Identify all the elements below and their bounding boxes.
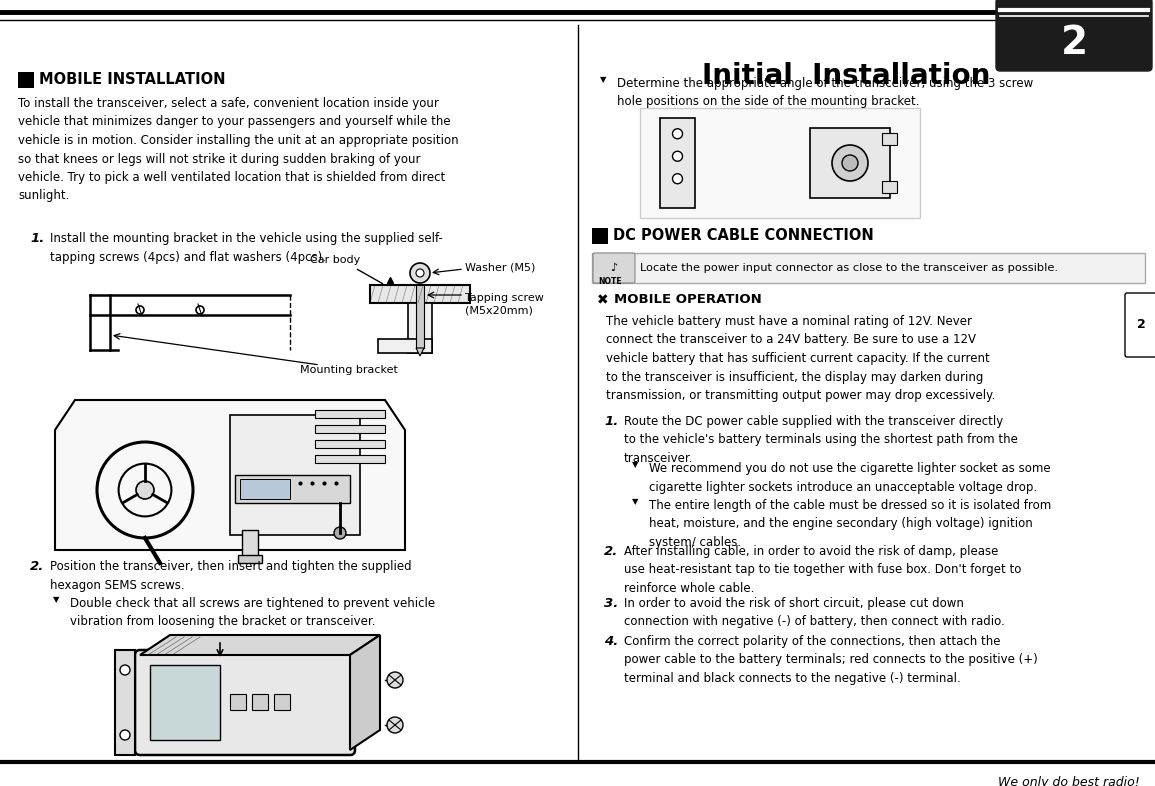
Circle shape xyxy=(334,527,346,539)
Polygon shape xyxy=(416,348,424,356)
Circle shape xyxy=(842,155,858,171)
Bar xyxy=(230,415,360,535)
Polygon shape xyxy=(55,400,405,550)
Bar xyxy=(315,425,385,433)
Text: Locate the power input connector as close to the transceiver as possible.: Locate the power input connector as clos… xyxy=(640,263,1058,273)
Text: Mounting bracket: Mounting bracket xyxy=(300,365,397,375)
Text: Install the mounting bracket in the vehicle using the supplied self-
tapping scr: Install the mounting bracket in the vehi… xyxy=(50,232,442,263)
Circle shape xyxy=(672,151,683,161)
Bar xyxy=(230,694,246,710)
Text: Determine the appropriate angle of the transceiver, using the 3 screw
hole posit: Determine the appropriate angle of the t… xyxy=(617,77,1034,108)
Circle shape xyxy=(387,672,403,688)
Text: To install the transceiver, select a safe, convenient location inside your
vehic: To install the transceiver, select a saf… xyxy=(18,97,459,203)
Circle shape xyxy=(416,269,424,277)
Text: Washer (M5): Washer (M5) xyxy=(465,262,536,272)
Circle shape xyxy=(387,717,403,733)
Text: 1.: 1. xyxy=(604,415,618,428)
Text: Initial  Installation: Initial Installation xyxy=(701,62,990,90)
Text: 2: 2 xyxy=(1060,24,1088,61)
Text: Position the transceiver, then insert and tighten the supplied
hexagon SEMS scre: Position the transceiver, then insert an… xyxy=(50,560,411,592)
Text: MOBILE OPERATION: MOBILE OPERATION xyxy=(614,293,762,306)
Text: ▼: ▼ xyxy=(599,75,606,84)
Text: 2.: 2. xyxy=(604,545,618,558)
Text: NOTE: NOTE xyxy=(598,277,621,286)
Text: Tapping screw
(M5x20mm): Tapping screw (M5x20mm) xyxy=(465,293,544,315)
Text: DC POWER CABLE CONNECTION: DC POWER CABLE CONNECTION xyxy=(613,229,873,244)
FancyBboxPatch shape xyxy=(996,0,1152,71)
Text: Route the DC power cable supplied with the transceiver directly
to the vehicle's: Route the DC power cable supplied with t… xyxy=(624,415,1018,465)
Circle shape xyxy=(832,145,869,181)
Bar xyxy=(18,72,33,88)
Text: 1.: 1. xyxy=(30,232,44,245)
Circle shape xyxy=(672,129,683,139)
Bar xyxy=(243,530,258,560)
Text: 2.: 2. xyxy=(30,560,44,573)
Bar xyxy=(408,303,432,353)
Text: We only do best radio!: We only do best radio! xyxy=(998,776,1140,786)
Bar xyxy=(252,694,268,710)
Circle shape xyxy=(136,481,154,499)
FancyBboxPatch shape xyxy=(1125,293,1155,357)
Bar xyxy=(378,339,432,353)
Bar xyxy=(315,410,385,418)
Text: ✖: ✖ xyxy=(597,293,609,307)
Bar xyxy=(240,479,290,499)
Text: After installing cable, in order to avoid the risk of damp, please
use heat-resi: After installing cable, in order to avoi… xyxy=(624,545,1021,595)
Bar xyxy=(810,128,891,198)
Text: The vehicle battery must have a nominal rating of 12V. Never
connect the transce: The vehicle battery must have a nominal … xyxy=(606,315,996,402)
Polygon shape xyxy=(140,635,380,655)
Bar xyxy=(370,285,470,303)
Circle shape xyxy=(136,306,144,314)
Bar xyxy=(315,455,385,463)
Text: The entire length of the cable must be dressed so it is isolated from
heat, mois: The entire length of the cable must be d… xyxy=(649,499,1051,549)
Text: Double check that all screws are tightened to prevent vehicle
vibration from loo: Double check that all screws are tighten… xyxy=(70,597,435,629)
Text: Confirm the correct polarity of the connections, then attach the
power cable to : Confirm the correct polarity of the conn… xyxy=(624,635,1037,685)
Text: ▼: ▼ xyxy=(53,595,60,604)
Text: ▼: ▼ xyxy=(632,460,639,469)
Circle shape xyxy=(120,730,131,740)
Bar xyxy=(274,694,290,710)
FancyBboxPatch shape xyxy=(593,253,635,283)
Bar xyxy=(882,133,897,145)
Bar xyxy=(593,228,608,244)
Text: 3.: 3. xyxy=(604,597,618,610)
Polygon shape xyxy=(350,635,380,750)
Bar xyxy=(416,285,424,348)
FancyBboxPatch shape xyxy=(135,650,355,755)
Bar xyxy=(640,108,921,218)
Circle shape xyxy=(196,306,204,314)
Text: 4.: 4. xyxy=(604,635,618,648)
Text: Car body: Car body xyxy=(310,255,360,265)
Circle shape xyxy=(410,263,430,283)
Circle shape xyxy=(120,665,131,675)
Bar xyxy=(150,665,219,740)
Text: We recommend you do not use the cigarette lighter socket as some
cigarette light: We recommend you do not use the cigarett… xyxy=(649,462,1051,494)
Bar xyxy=(234,475,350,503)
Bar xyxy=(315,440,385,448)
Text: ▼: ▼ xyxy=(632,497,639,506)
Text: ♪: ♪ xyxy=(611,263,618,273)
Text: In order to avoid the risk of short circuit, please cut down
connection with neg: In order to avoid the risk of short circ… xyxy=(624,597,1005,629)
Bar xyxy=(238,555,262,563)
Text: MOBILE INSTALLATION: MOBILE INSTALLATION xyxy=(39,72,225,87)
Circle shape xyxy=(672,174,683,184)
Bar xyxy=(660,118,695,208)
Text: 2: 2 xyxy=(1137,318,1146,332)
Bar xyxy=(593,253,1145,283)
Bar xyxy=(882,181,897,193)
Bar xyxy=(116,650,135,755)
